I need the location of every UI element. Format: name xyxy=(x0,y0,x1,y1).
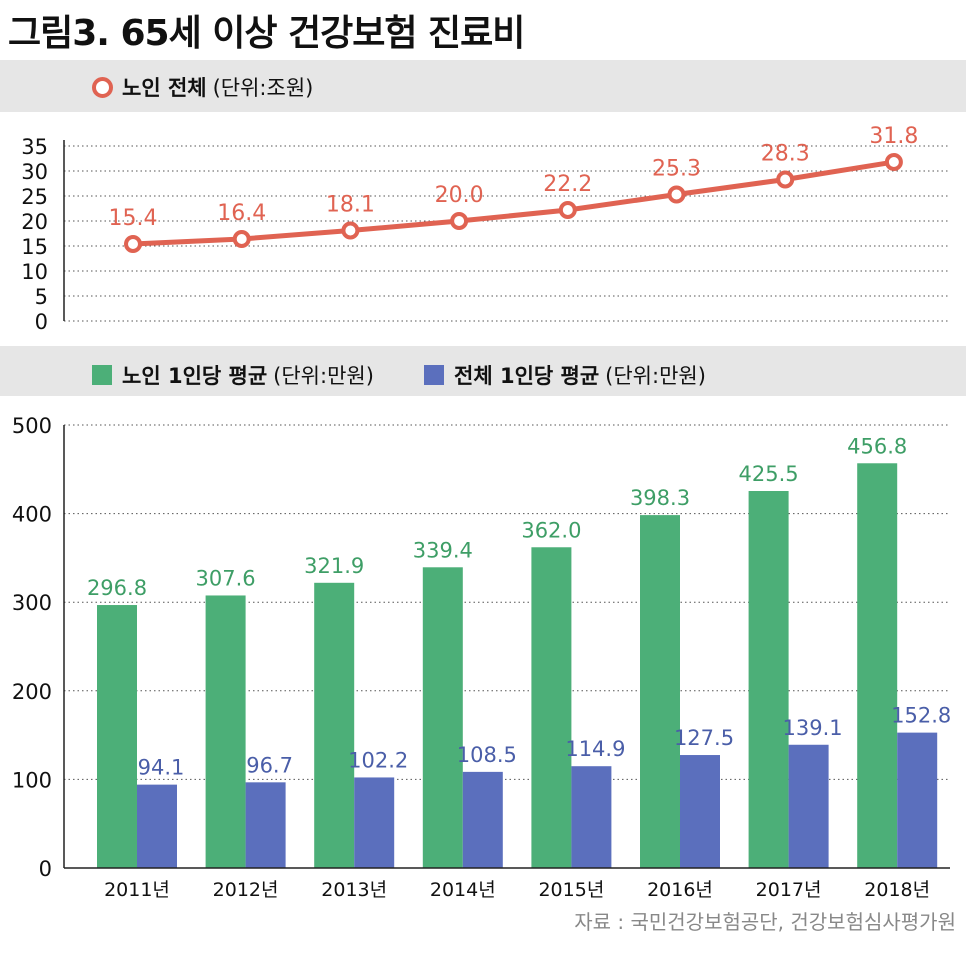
bar-all-7 xyxy=(897,732,938,868)
line-legend-label: 노인 전체 xyxy=(122,76,207,100)
bar-all-3 xyxy=(462,771,503,868)
line-data-label-2011: 15.4 xyxy=(109,206,158,231)
bar-elderly-4 xyxy=(531,547,572,868)
elderly-legend-unit: (단위:만원) xyxy=(273,364,374,388)
bar-data-label-all-6: 139.1 xyxy=(783,716,843,740)
line-point-2012 xyxy=(232,230,251,248)
line-ytick-label-1: 5 xyxy=(35,285,48,309)
bar-elderly-6 xyxy=(748,491,789,868)
bar-data-label-elderly-7: 456.8 xyxy=(847,434,907,458)
bar-x-label-6: 2017년 xyxy=(756,879,822,901)
bar-legend-band xyxy=(0,346,966,396)
line-point-2014 xyxy=(450,212,469,230)
line-legend: 노인 전체 (단위:조원) xyxy=(92,72,313,102)
bar-ytick-label-3: 300 xyxy=(12,591,52,615)
all-legend-swatch-icon xyxy=(424,365,444,385)
bar-x-label-4: 2015년 xyxy=(538,879,604,901)
bar-elderly-3 xyxy=(422,567,463,868)
line-series-path xyxy=(132,159,895,247)
line-ytick-label-0: 0 xyxy=(35,310,48,334)
line-data-label-2017: 28.3 xyxy=(761,142,810,167)
bar-data-label-elderly-5: 398.3 xyxy=(630,486,690,510)
source-note: 자료 : 국민건강보험공단, 건강보험심사평가원 xyxy=(574,910,956,934)
bar-data-label-all-7: 152.8 xyxy=(891,704,951,728)
line-data-label-2014: 20.0 xyxy=(435,183,484,208)
line-point-2015 xyxy=(558,201,577,219)
bar-elderly-5 xyxy=(640,515,680,868)
line-data-label-2016: 25.3 xyxy=(652,157,701,182)
line-ytick-label-4: 20 xyxy=(21,210,48,234)
line-ytick-label-7: 35 xyxy=(21,135,48,159)
line-point-2018 xyxy=(884,153,903,171)
line-data-label-2012: 16.4 xyxy=(217,201,266,226)
bar-data-label-all-1: 96.7 xyxy=(246,753,293,777)
bar-all-4 xyxy=(571,766,612,868)
bar-x-label-3: 2014년 xyxy=(430,879,496,901)
bar-data-label-all-0: 94.1 xyxy=(138,756,185,780)
line-legend-unit: (단위:조원) xyxy=(212,76,314,100)
bar-x-label-2: 2013년 xyxy=(321,879,387,901)
bar-data-label-elderly-6: 425.5 xyxy=(739,462,799,486)
line-legend-band xyxy=(0,60,966,112)
bar-all-0 xyxy=(137,784,177,868)
elderly-legend-label: 노인 1인당 평균 xyxy=(122,364,268,388)
bar-elderly-0 xyxy=(97,605,137,868)
all-legend-label: 전체 1인당 평균 xyxy=(454,364,600,388)
line-data-label-2018: 31.8 xyxy=(869,124,918,149)
line-data-label-2013: 18.1 xyxy=(326,193,375,218)
bar-all-1 xyxy=(245,782,286,868)
bar-data-label-all-3: 108.5 xyxy=(457,743,517,767)
bar-x-label-1: 2012년 xyxy=(213,879,279,901)
line-point-2011 xyxy=(124,235,142,253)
bar-data-label-elderly-0: 296.8 xyxy=(87,576,147,600)
bar-ytick-label-2: 200 xyxy=(12,680,52,704)
line-point-2013 xyxy=(341,221,360,240)
bar-data-label-elderly-4: 362.0 xyxy=(521,518,581,542)
bar-data-label-all-4: 114.9 xyxy=(565,737,625,761)
bar-data-label-all-5: 127.5 xyxy=(674,726,734,750)
bar-elderly-2 xyxy=(314,582,355,868)
bar-data-label-elderly-1: 307.6 xyxy=(196,566,256,590)
bar-all-6 xyxy=(788,744,829,868)
bar-elderly-1 xyxy=(205,595,246,868)
page-title: 그림3. 65세 이상 건강보험 진료비 xyxy=(8,13,525,54)
bar-data-label-all-2: 102.2 xyxy=(348,748,408,772)
bar-elderly-7 xyxy=(857,463,898,868)
line-ytick-label-2: 10 xyxy=(21,260,48,284)
line-point-2016 xyxy=(667,185,686,204)
line-point-2017 xyxy=(776,170,795,189)
all-legend-unit: (단위:만원) xyxy=(605,364,706,388)
bar-ytick-label-5: 500 xyxy=(12,414,52,438)
line-data-label-2015: 22.2 xyxy=(543,172,592,197)
line-ytick-label-6: 30 xyxy=(21,160,48,184)
bar-x-label-5: 2016년 xyxy=(647,879,713,901)
bar-legend-all: 전체 1인당 평균 (단위:만원) xyxy=(424,360,706,390)
line-ytick-label-5: 25 xyxy=(21,185,48,209)
bar-all-5 xyxy=(680,755,720,868)
bar-x-label-7: 2018년 xyxy=(864,879,930,901)
line-legend-marker-icon xyxy=(92,76,113,98)
bar-x-label-0: 2011년 xyxy=(104,879,170,901)
bar-ytick-label-4: 400 xyxy=(12,503,52,527)
bar-all-2 xyxy=(354,777,395,868)
bar-data-label-elderly-3: 339.4 xyxy=(413,538,473,562)
bar-ytick-label-0: 0 xyxy=(39,857,52,881)
elderly-legend-swatch-icon xyxy=(92,365,112,385)
bar-ytick-label-1: 100 xyxy=(12,768,52,792)
bar-legend-elderly: 노인 1인당 평균 (단위:만원) xyxy=(92,360,374,390)
line-ytick-label-3: 15 xyxy=(21,235,48,259)
bar-data-label-elderly-2: 321.9 xyxy=(304,554,364,578)
